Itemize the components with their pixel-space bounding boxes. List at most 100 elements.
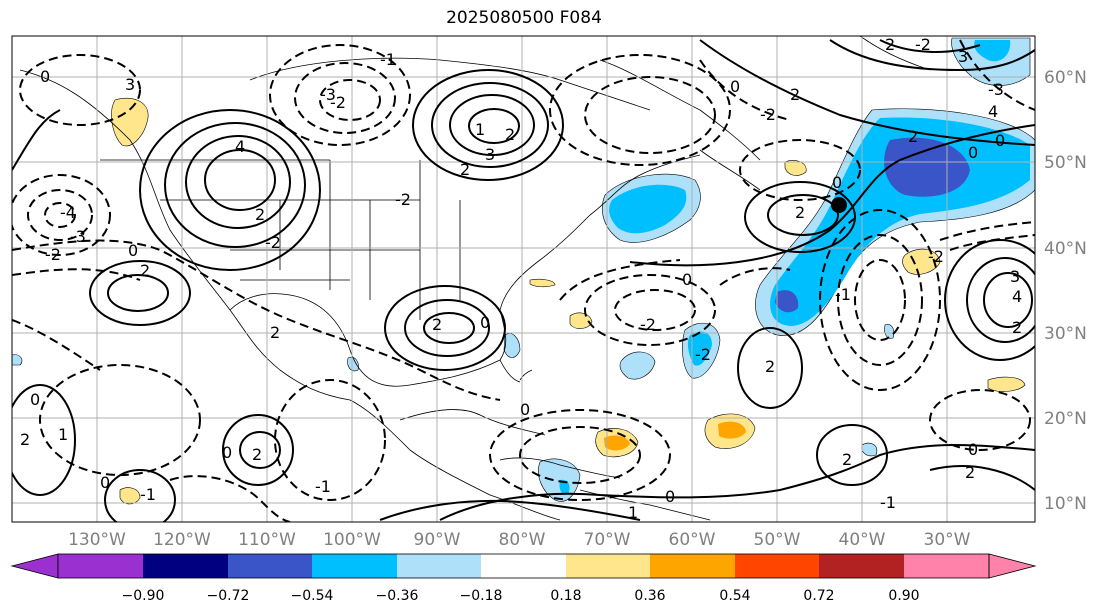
lat-label: 50°N xyxy=(1044,153,1087,173)
lon-label: 30°W xyxy=(924,530,971,550)
contour-label: -2 xyxy=(395,190,411,209)
contour-label: 1 xyxy=(628,503,638,522)
contour-label: -2 xyxy=(760,105,776,124)
contour-label: 2 xyxy=(460,160,470,179)
shaded-field xyxy=(12,37,1035,505)
colorbar-segment xyxy=(58,554,143,578)
contour-label: 2 xyxy=(1012,318,1022,337)
colorbar-segment xyxy=(481,554,566,578)
contour-label: -2 xyxy=(640,315,656,334)
contour-label: 2 xyxy=(432,315,442,334)
colorbar-segment xyxy=(566,554,650,578)
contour-label: -1 xyxy=(835,285,851,304)
contour-label: 0 xyxy=(222,443,232,462)
map-background xyxy=(12,36,1035,522)
lon-label: 80°W xyxy=(499,530,546,550)
lon-label: 70°W xyxy=(584,530,631,550)
contour-label: 2 xyxy=(908,127,918,146)
lat-label: 60°N xyxy=(1044,68,1087,88)
contour-label: -2 xyxy=(265,233,281,252)
contour-label: 3 xyxy=(485,145,495,164)
colorbar-segment xyxy=(143,554,228,578)
map-frame xyxy=(11,35,1036,523)
contour-label: -3 xyxy=(988,80,1004,99)
contour-label: 0 xyxy=(968,143,978,162)
contour-label: 2 xyxy=(252,445,262,464)
contour-label: -3 xyxy=(320,85,336,104)
contour-label: -2 xyxy=(928,247,944,266)
contour-label: 0 xyxy=(995,131,1005,150)
contour-label: -2 xyxy=(915,35,931,54)
colorbar-extend-low xyxy=(10,553,59,579)
colorbar-label: 0.18 xyxy=(550,588,581,604)
contour-label: 2 xyxy=(140,261,150,280)
colorbar-label: −0.54 xyxy=(291,588,334,604)
contour-label: -2 xyxy=(695,345,711,364)
contour-label: 3 xyxy=(125,75,135,94)
contour-label: 0 xyxy=(30,390,40,409)
lat-label: 10°N xyxy=(1044,494,1087,514)
colorbar-label: 0.72 xyxy=(803,588,834,604)
contour-label: -4 xyxy=(60,203,76,222)
contour-label: -1 xyxy=(880,493,896,512)
colorbar-label: 0.54 xyxy=(719,588,750,604)
contour-label: 2 xyxy=(20,430,30,449)
contour-label: -1 xyxy=(315,477,331,496)
contour-label: -3 xyxy=(70,227,86,246)
contour-label: 0 xyxy=(682,270,692,289)
contour-label: 2 xyxy=(965,463,975,482)
contour-label: 0 xyxy=(100,473,110,492)
contour-label: -2 xyxy=(330,93,346,112)
contour-label: 3 xyxy=(1010,267,1020,286)
colorbar-label: −0.90 xyxy=(122,588,165,604)
colorbar-label: 0.36 xyxy=(634,588,665,604)
latitude-axis: 60°N 50°N 40°N 30°N 20°N 10°N xyxy=(1044,68,1087,514)
contour-label: 0 xyxy=(128,241,138,260)
colorbar-segment xyxy=(650,554,735,578)
colorbar-segment xyxy=(735,554,819,578)
colorbar-outline xyxy=(57,553,990,579)
colorbar-label: −0.18 xyxy=(460,588,503,604)
colorbar-extend-high xyxy=(988,553,1037,579)
lat-label: 30°N xyxy=(1044,324,1087,344)
contour-label: -1 xyxy=(140,485,156,504)
contour-label: 2 xyxy=(790,85,800,104)
contour-label: 2 xyxy=(795,203,805,222)
colorbar-label: −0.36 xyxy=(376,588,419,604)
colorbar-segment xyxy=(904,554,989,578)
contour-label: 4 xyxy=(235,137,245,156)
negative-contours xyxy=(12,39,1035,522)
contour-label: -1 xyxy=(380,50,396,69)
lon-label: 90°W xyxy=(414,530,461,550)
contour-label: 2 xyxy=(255,205,265,224)
colorbar-segment xyxy=(397,554,481,578)
longitude-axis: 130°W 120°W 110°W 100°W 90°W 80°W 70°W 6… xyxy=(68,530,971,550)
colorbar: −0.90 −0.72 −0.54 −0.36 −0.18 0.18 0.36 … xyxy=(10,553,1037,604)
point-marker xyxy=(831,197,847,213)
contour-label: 2 xyxy=(842,450,852,469)
contour-label: 1 xyxy=(475,120,485,139)
gridlines xyxy=(12,36,1035,522)
lat-label: 40°N xyxy=(1044,239,1087,259)
contour-label: 4 xyxy=(988,102,998,121)
contour-label: 0 xyxy=(520,400,530,419)
colorbar-label: 0.90 xyxy=(888,588,919,604)
map-title: 2025080500 F084 xyxy=(446,8,602,28)
lat-label: 20°N xyxy=(1044,409,1087,429)
positive-contours xyxy=(12,39,1035,522)
contour-label: 3 xyxy=(958,47,968,66)
contour-label: 2 xyxy=(505,125,515,144)
colorbar-segment xyxy=(819,554,904,578)
colorbar-segment xyxy=(228,554,312,578)
contour-label: 0 xyxy=(968,440,978,459)
lon-label: 120°W xyxy=(153,530,211,550)
contour-labels: 4 2 0 2 -3 -4 -2 3 0 -2 2 -1 -3 -2 -2 3 … xyxy=(20,35,1022,522)
lon-label: 100°W xyxy=(323,530,381,550)
contour-label: 0 xyxy=(40,67,50,86)
contour-label: 2 xyxy=(270,323,280,342)
contour-label: 1 xyxy=(58,425,68,444)
lon-label: 50°W xyxy=(754,530,801,550)
contour-label: 0 xyxy=(665,487,675,506)
contour-label: 0 xyxy=(480,313,490,332)
